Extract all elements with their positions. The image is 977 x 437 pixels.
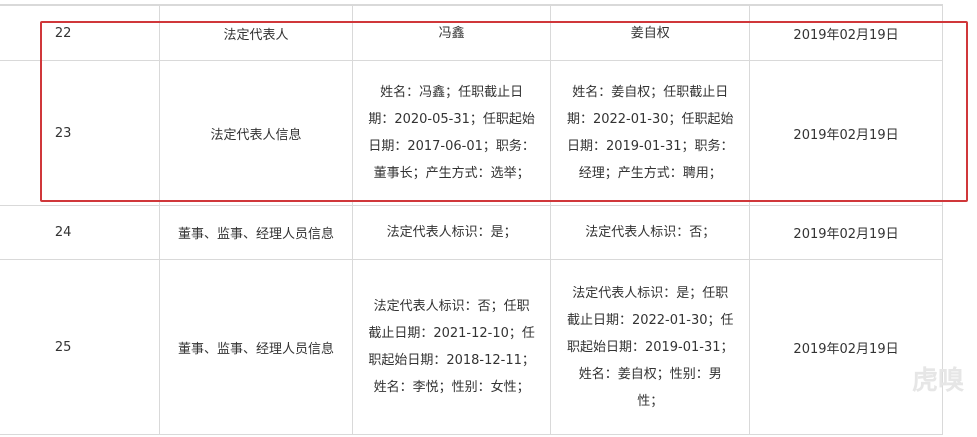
row-number: 23 [0, 60, 161, 206]
before-change: 姓名：冯鑫；任职截止日 期：2020-05-31；任职起始 日期：2017-06… [351, 60, 552, 206]
before-change: 冯鑫 [351, 5, 552, 61]
text-line: 日期：2017-06-01；职务： [368, 139, 535, 154]
after-change: 姜自权 [550, 5, 751, 61]
after-change: 法定代表人标识：否； [550, 205, 751, 260]
text-line: 法定代表人标识：否；任职 [373, 299, 530, 314]
text-line: 期：2020-05-31；任职起始 [368, 112, 535, 127]
after-change: 姓名：姜自权；任职截止日 期：2022-01-30；任职起始 日期：2019-0… [550, 60, 751, 206]
text-line: 姓名：姜自权；性别：男 [578, 366, 722, 382]
change-item: 董事、监事、经理人员信息 [159, 259, 353, 435]
text-line: 姜自权 [630, 25, 670, 41]
table-row: 25 董事、监事、经理人员信息 法定代表人标识：否；任职 截止日期：2021-1… [0, 259, 943, 435]
text-line: 职起始日期：2019-01-31； [566, 339, 734, 355]
text-line: 性； [637, 393, 664, 409]
text-line: 期：2022-01-30；任职起始 [566, 112, 734, 127]
change-item: 法定代表人信息 [159, 60, 353, 206]
table-row: 22 法定代表人 冯鑫 姜自权 2019年02月19日 [0, 5, 943, 61]
table-row: 23 法定代表人信息 姓名：冯鑫；任职截止日 期：2020-05-31；任职起始… [0, 60, 943, 206]
row-number: 25 [0, 259, 161, 435]
text-line: 冯鑫 [438, 25, 465, 41]
text-line: 姓名：冯鑫；任职截止日 [380, 85, 524, 100]
row-number: 24 [0, 205, 161, 260]
table-row: 24 董事、监事、经理人员信息 法定代表人标识：是； 法定代表人标识：否； 20… [0, 205, 943, 260]
change-date: 2019年02月19日 [749, 205, 943, 260]
text-line: 截止日期：2022-01-30；任 [566, 312, 734, 328]
text-line: 经理；产生方式：聘用； [578, 166, 722, 181]
change-item: 董事、监事、经理人员信息 [159, 205, 353, 260]
text-line: 董事长；产生方式：选举； [373, 166, 530, 181]
change-record-table: 22 法定代表人 冯鑫 姜自权 2019年02月19日 23 法定代表人信息 姓… [0, 4, 943, 435]
text-line: 法定代表人标识：是； [386, 225, 517, 240]
before-change: 法定代表人标识：是； [351, 205, 552, 260]
text-line: 截止日期：2021-12-10；任 [368, 326, 535, 341]
change-date: 2019年02月19日 [749, 259, 943, 435]
text-line: 姓名：姜自权；任职截止日 [572, 85, 729, 100]
change-date: 2019年02月19日 [749, 5, 943, 61]
text-line: 法定代表人标识：否； [585, 225, 716, 240]
change-item: 法定代表人 [159, 5, 353, 61]
after-change: 法定代表人标识：是；任职 截止日期：2022-01-30；任 职起始日期：201… [550, 259, 751, 435]
text-line: 日期：2019-01-31；职务： [566, 139, 734, 154]
text-line: 姓名：李悦；性别：女性； [373, 380, 530, 395]
watermark-logo: 虎嗅 [912, 366, 965, 396]
before-change: 法定代表人标识：否；任职 截止日期：2021-12-10；任 职起始日期：201… [351, 259, 552, 435]
text-line: 法定代表人标识：是；任职 [572, 285, 729, 301]
text-line: 职起始日期：2018-12-11； [368, 353, 535, 368]
row-number: 22 [0, 5, 161, 61]
change-date: 2019年02月19日 [749, 60, 943, 206]
